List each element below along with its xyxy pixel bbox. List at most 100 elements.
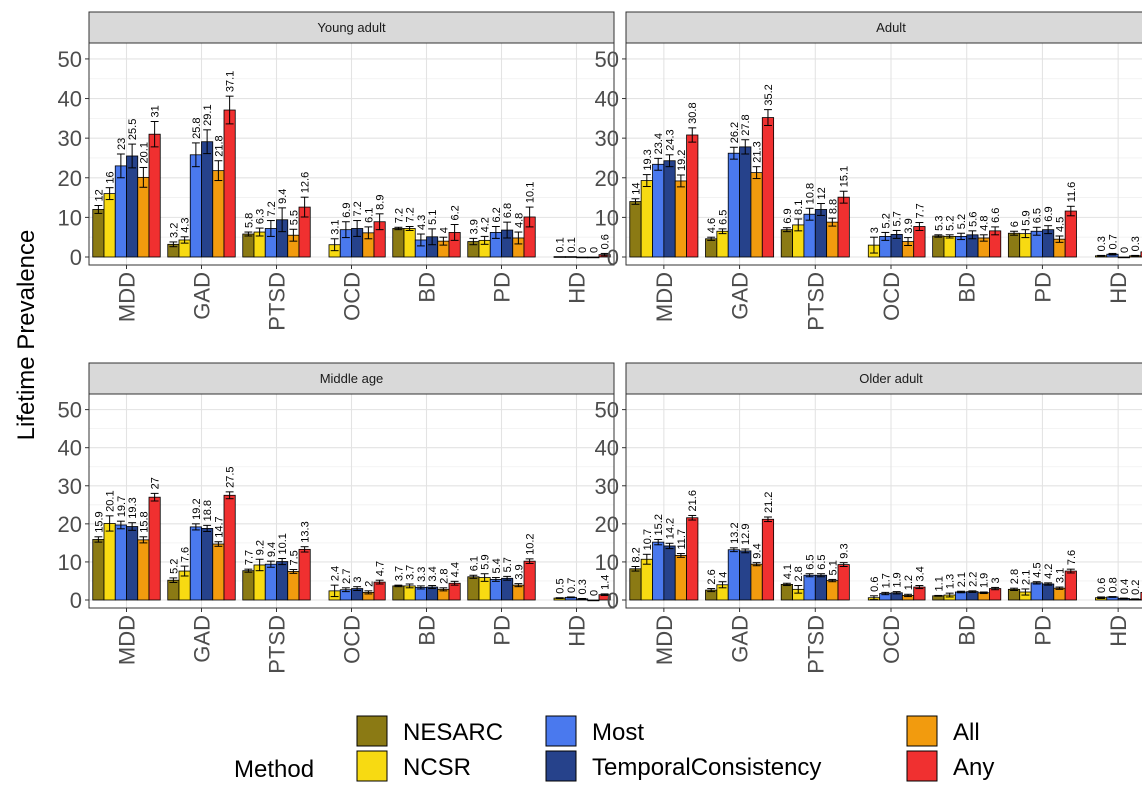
legend-swatch bbox=[357, 751, 387, 781]
data-label: 18.8 bbox=[202, 500, 214, 521]
data-label: 4.3 bbox=[180, 217, 192, 232]
data-label: 11.6 bbox=[1066, 182, 1078, 203]
bar bbox=[588, 257, 599, 258]
x-tick-label: BD bbox=[955, 272, 980, 303]
x-tick-label: HD bbox=[565, 272, 590, 304]
bar bbox=[524, 561, 535, 600]
data-label: 6.8 bbox=[502, 203, 514, 218]
data-label: 21.6 bbox=[687, 490, 699, 511]
data-label: 13.3 bbox=[300, 521, 312, 542]
data-label: 12.6 bbox=[300, 172, 312, 193]
y-tick-label: 20 bbox=[58, 512, 82, 537]
y-tick-label: 50 bbox=[595, 398, 619, 423]
legend-swatch bbox=[907, 716, 937, 746]
data-label: 6.5 bbox=[816, 554, 828, 569]
bar bbox=[751, 173, 762, 257]
bar bbox=[104, 523, 115, 600]
y-tick-label: 0 bbox=[607, 588, 619, 613]
bar bbox=[168, 580, 179, 600]
x-tick-label: OCD bbox=[879, 272, 904, 321]
legend-item: All bbox=[907, 716, 980, 746]
data-label: 15.8 bbox=[138, 511, 150, 532]
bar bbox=[213, 544, 224, 600]
data-label: 24.3 bbox=[665, 129, 677, 150]
x-tick-label: PD bbox=[1030, 272, 1055, 303]
panel: Older adult 8.210.715.2 14.2 11.7 21.6 2.6 4 13… bbox=[595, 363, 1142, 674]
data-label: 5.3 bbox=[933, 216, 945, 231]
data-label: 2.1 bbox=[1020, 570, 1032, 585]
legend-label: Most bbox=[592, 719, 644, 746]
bar bbox=[1008, 233, 1019, 257]
data-label: 8.8 bbox=[827, 199, 839, 214]
data-label: 27.8 bbox=[740, 114, 752, 135]
data-label: 4.1 bbox=[782, 564, 794, 579]
x-tick-label: MDD bbox=[652, 272, 677, 322]
data-label: 16 bbox=[105, 171, 117, 183]
data-label: 3.1 bbox=[1054, 568, 1066, 583]
data-label: 12 bbox=[93, 189, 105, 201]
data-label: 23.4 bbox=[653, 133, 665, 154]
data-label: 4.5 bbox=[1054, 217, 1066, 232]
data-label: 0.8 bbox=[1107, 577, 1119, 592]
bar bbox=[717, 231, 728, 257]
data-label: 10.7 bbox=[642, 529, 654, 550]
bar bbox=[781, 230, 792, 257]
legend-label: NCSR bbox=[403, 754, 471, 781]
bar bbox=[93, 209, 104, 257]
x-tick-label: MDD bbox=[652, 615, 677, 665]
data-label: 0.3 bbox=[577, 579, 589, 594]
data-label: 25.8 bbox=[191, 117, 203, 138]
data-label: 7.5 bbox=[288, 550, 300, 565]
bar bbox=[138, 177, 149, 257]
y-tick-label: 40 bbox=[595, 436, 619, 461]
y-tick-label: 10 bbox=[58, 205, 82, 230]
bar bbox=[653, 164, 664, 257]
legend-item: Any bbox=[907, 751, 994, 781]
bar bbox=[751, 564, 762, 600]
y-tick-label: 10 bbox=[595, 205, 619, 230]
data-label: 15.1 bbox=[839, 166, 851, 187]
data-label: 2 bbox=[363, 581, 375, 587]
y-tick-label: 20 bbox=[58, 166, 82, 191]
data-label: 4.4 bbox=[450, 562, 462, 577]
bar bbox=[115, 525, 126, 600]
y-tick-label: 30 bbox=[595, 126, 619, 151]
bar bbox=[243, 571, 254, 600]
data-label: 7.2 bbox=[352, 201, 364, 216]
legend-label: TemporalConsistency bbox=[592, 754, 821, 781]
data-label: 3 bbox=[990, 577, 1002, 583]
data-label: 14.2 bbox=[665, 518, 677, 539]
bar bbox=[502, 578, 513, 600]
x-tick-label: BD bbox=[415, 615, 440, 646]
panel: Adult1419.323.4 24.319.230.84.66.526.2 27.… bbox=[595, 12, 1142, 331]
data-label: 27 bbox=[150, 477, 162, 489]
bar bbox=[1042, 584, 1053, 600]
bar bbox=[641, 181, 652, 257]
data-label: 1.9 bbox=[892, 572, 904, 587]
bar bbox=[630, 569, 641, 600]
bar bbox=[815, 209, 826, 257]
data-label: 3.7 bbox=[405, 565, 417, 580]
legend-swatch bbox=[546, 751, 576, 781]
data-label: 1.7 bbox=[880, 573, 892, 588]
data-label: 4.5 bbox=[1032, 562, 1044, 577]
bar bbox=[740, 551, 751, 600]
y-tick-label: 0 bbox=[70, 588, 82, 613]
bar bbox=[393, 228, 404, 257]
data-label: 4.2 bbox=[1043, 564, 1055, 579]
data-label: 2.1 bbox=[956, 572, 968, 587]
data-label: 5.2 bbox=[168, 559, 180, 574]
x-tick-label: BD bbox=[955, 615, 980, 646]
y-tick-label: 30 bbox=[58, 474, 82, 499]
data-label: 35.2 bbox=[763, 84, 775, 105]
bar bbox=[838, 565, 849, 600]
data-label: 2.2 bbox=[967, 572, 979, 587]
x-tick-label: OCD bbox=[879, 615, 904, 664]
bar bbox=[687, 135, 698, 257]
data-label: 5.9 bbox=[480, 554, 492, 569]
data-label: 4.2 bbox=[480, 217, 492, 232]
data-label: 37.1 bbox=[225, 71, 237, 92]
bar bbox=[762, 519, 773, 600]
